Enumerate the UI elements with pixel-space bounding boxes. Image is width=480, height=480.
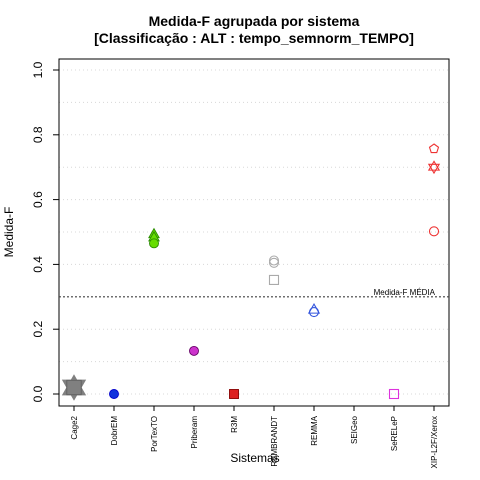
x-tick-label: PorTexTO bbox=[150, 416, 159, 452]
x-tick-label: REMMA bbox=[310, 415, 319, 445]
data-point bbox=[308, 306, 320, 318]
x-axis-label: Sistemas bbox=[230, 451, 279, 465]
x-tick-label: REMBRANDT bbox=[270, 416, 279, 467]
x-tick-label: XIP-L2F/Xerox bbox=[430, 416, 439, 468]
y-tick-label: 0.4 bbox=[31, 256, 45, 273]
y-tick-label: 0.2 bbox=[31, 321, 45, 338]
x-tick-label: SEIGeo bbox=[350, 415, 359, 444]
data-point bbox=[268, 274, 280, 286]
x-tick-label: Cage2 bbox=[70, 415, 79, 439]
reference-line-label: Medida-F MÉDIA bbox=[374, 288, 436, 297]
x-tick-label: R3M bbox=[230, 416, 239, 433]
plot-frame bbox=[58, 58, 450, 407]
data-point bbox=[229, 389, 239, 399]
y-tick-label: 0.0 bbox=[31, 385, 45, 402]
data-point bbox=[66, 379, 82, 396]
x-tick-label: DobrEM bbox=[110, 416, 119, 446]
chart-title: Medida-F agrupada por sistema bbox=[149, 13, 360, 29]
y-tick-label: 0.8 bbox=[31, 126, 45, 143]
x-tick-label: Priberam bbox=[190, 416, 199, 449]
y-axis-label: Medida-F bbox=[2, 207, 16, 258]
data-point bbox=[109, 389, 119, 399]
y-tick-label: 1.0 bbox=[31, 61, 45, 78]
data-point bbox=[268, 257, 280, 268]
data-point bbox=[428, 226, 440, 237]
plot-area: 0.0 0.2 0.4 0.6 0.8 1.0 Cage2 DobrEM PorTexTO Pri… bbox=[31, 58, 450, 468]
data-point bbox=[428, 143, 440, 154]
x-tick-label: SeRELeP bbox=[390, 416, 399, 451]
data-point bbox=[149, 238, 159, 249]
data-point bbox=[427, 160, 441, 171]
data-point bbox=[388, 388, 400, 400]
chart-subtitle: [Classificação : ALT : tempo_semnorm_TEM… bbox=[94, 30, 414, 46]
y-tick-label: 0.6 bbox=[31, 191, 45, 208]
data-point bbox=[268, 255, 280, 266]
data-point bbox=[189, 345, 199, 356]
data-point bbox=[427, 163, 441, 175]
